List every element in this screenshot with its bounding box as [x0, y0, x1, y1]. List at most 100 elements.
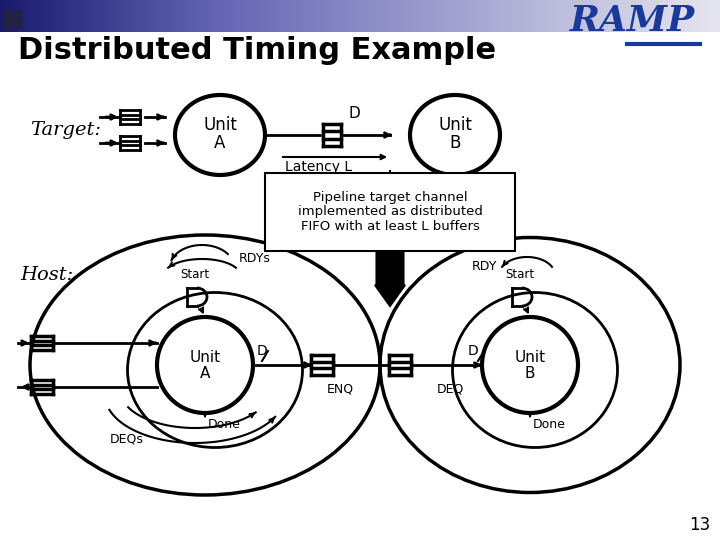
Bar [657, 0, 658, 32]
Bar [281, 0, 282, 32]
Bar [451, 0, 452, 32]
Bar [222, 0, 223, 32]
Bar [612, 0, 613, 32]
Bar [56, 0, 57, 32]
Bar [283, 0, 284, 32]
Bar [55, 0, 56, 32]
Bar [532, 0, 533, 32]
Bar [341, 0, 342, 32]
Bar [362, 0, 363, 32]
Bar [653, 0, 654, 32]
Bar [388, 0, 389, 32]
Text: DEQs: DEQs [110, 433, 144, 446]
Bar [111, 0, 112, 32]
Bar [377, 0, 378, 32]
Bar [702, 0, 703, 32]
Bar [184, 0, 185, 32]
Bar [434, 0, 435, 32]
Bar [298, 0, 299, 32]
Bar [278, 0, 279, 32]
Bar [115, 0, 116, 32]
Bar [696, 0, 697, 32]
Bar [265, 173, 515, 251]
Bar [230, 0, 231, 32]
Bar [545, 0, 546, 32]
Bar [549, 0, 550, 32]
Bar [154, 0, 155, 32]
Bar [322, 0, 323, 32]
Bar [267, 0, 268, 32]
Bar [257, 0, 258, 32]
Bar [121, 0, 122, 32]
Bar [703, 0, 704, 32]
Bar [92, 0, 93, 32]
Bar [432, 0, 433, 32]
Bar [239, 0, 240, 32]
Bar [10, 0, 11, 32]
Bar [22, 0, 23, 32]
Bar [147, 0, 148, 32]
Bar [668, 0, 669, 32]
Bar [452, 0, 453, 32]
Bar [455, 0, 456, 32]
Bar [192, 0, 193, 32]
Bar [43, 0, 44, 32]
Bar [227, 0, 228, 32]
Bar [175, 0, 176, 32]
Bar [522, 0, 523, 32]
Bar [32, 0, 33, 32]
Bar [296, 0, 297, 32]
Bar [12, 0, 13, 32]
Bar [317, 0, 318, 32]
Text: Done: Done [208, 418, 241, 431]
Bar [247, 0, 248, 32]
Bar [47, 0, 48, 32]
Bar [367, 0, 368, 32]
Bar [614, 0, 615, 32]
Text: D: D [257, 344, 268, 358]
Bar [471, 0, 472, 32]
Bar [417, 0, 418, 32]
Bar [560, 0, 561, 32]
Bar [409, 0, 410, 32]
Bar [379, 0, 380, 32]
Bar [514, 0, 515, 32]
Bar [136, 0, 137, 32]
Bar [170, 0, 171, 32]
Bar [602, 0, 603, 32]
Bar [209, 0, 210, 32]
Bar [91, 0, 92, 32]
Bar [607, 0, 608, 32]
Bar [64, 0, 65, 32]
Bar [311, 0, 312, 32]
Bar [587, 0, 588, 32]
Bar [662, 0, 663, 32]
Bar [105, 0, 106, 32]
Bar [276, 0, 277, 32]
Bar [237, 0, 238, 32]
Bar [68, 0, 69, 32]
Bar [75, 0, 76, 32]
Bar [145, 0, 146, 32]
Bar [19, 0, 20, 32]
Bar [572, 0, 573, 32]
Bar [86, 0, 87, 32]
Text: Unit: Unit [514, 349, 546, 364]
Bar [141, 0, 142, 32]
Bar [556, 0, 557, 32]
Bar [530, 0, 531, 32]
Bar [108, 0, 109, 32]
Bar [375, 0, 376, 32]
Bar [361, 0, 362, 32]
Bar [194, 0, 195, 32]
Bar [370, 0, 371, 32]
Bar [342, 0, 343, 32]
Bar [447, 0, 448, 32]
Bar [381, 0, 382, 32]
Bar [312, 0, 313, 32]
Bar [150, 0, 151, 32]
Bar [253, 0, 254, 32]
Bar [697, 0, 698, 32]
Bar [251, 0, 252, 32]
Bar [483, 0, 484, 32]
